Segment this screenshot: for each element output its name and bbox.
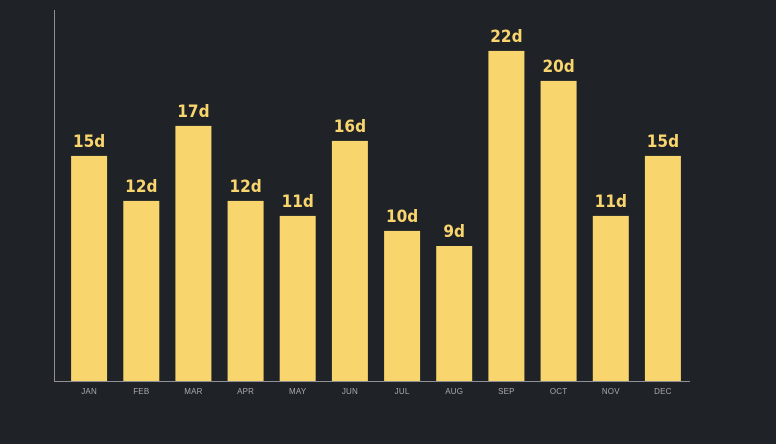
value-label-feb: 12d (125, 177, 157, 197)
x-tick-label-jul: JUL (395, 387, 410, 396)
x-tick-label-jun: JUN (342, 387, 358, 396)
bar-may (279, 215, 316, 381)
value-label-jul: 10d (386, 207, 418, 227)
x-tick-label-aug: AUG (445, 387, 463, 396)
bar-dec (644, 155, 681, 381)
x-tick-label-jan: JAN (81, 387, 97, 396)
bar-nov (592, 215, 629, 381)
value-label-aug: 9d (443, 222, 465, 242)
value-label-dec: 15d (647, 132, 679, 152)
x-tick-label-apr: APR (237, 387, 254, 396)
bar-feb (123, 200, 160, 381)
value-label-sep: 22d (490, 27, 522, 47)
x-tick-label-sep: SEP (498, 387, 515, 396)
value-label-jan: 15d (73, 132, 105, 152)
bar-apr (227, 200, 264, 381)
bar-jul (384, 230, 421, 381)
bar-jun (331, 140, 368, 381)
value-label-jun: 16d (334, 117, 366, 137)
value-label-oct: 20d (542, 57, 574, 77)
x-tick-label-may: MAY (289, 387, 307, 396)
value-label-mar: 17d (177, 102, 209, 122)
value-label-apr: 12d (229, 177, 261, 197)
x-tick-label-mar: MAR (184, 387, 202, 396)
x-tick-labels-group: JAN FEB MAR APR MAY JUN JUL AUG SEP OCT NOV DEC (81, 387, 671, 396)
value-label-nov: 11d (595, 192, 627, 212)
x-tick-label-dec: DEC (654, 387, 672, 396)
value-label-may: 11d (282, 192, 314, 212)
bar-oct (540, 80, 577, 382)
x-tick-label-oct: OCT (550, 387, 568, 396)
value-labels-group: 15d 12d 17d 12d 11d 16d 10d 9d 22d 20d 11d 15d (73, 27, 679, 242)
x-tick-label-feb: FEB (133, 387, 149, 396)
bar-aug (436, 246, 473, 381)
bar-sep (488, 50, 525, 382)
x-tick-label-nov: NOV (602, 387, 620, 396)
bars-group (71, 50, 681, 382)
bar-jan (71, 155, 108, 381)
bar-mar (175, 125, 212, 382)
